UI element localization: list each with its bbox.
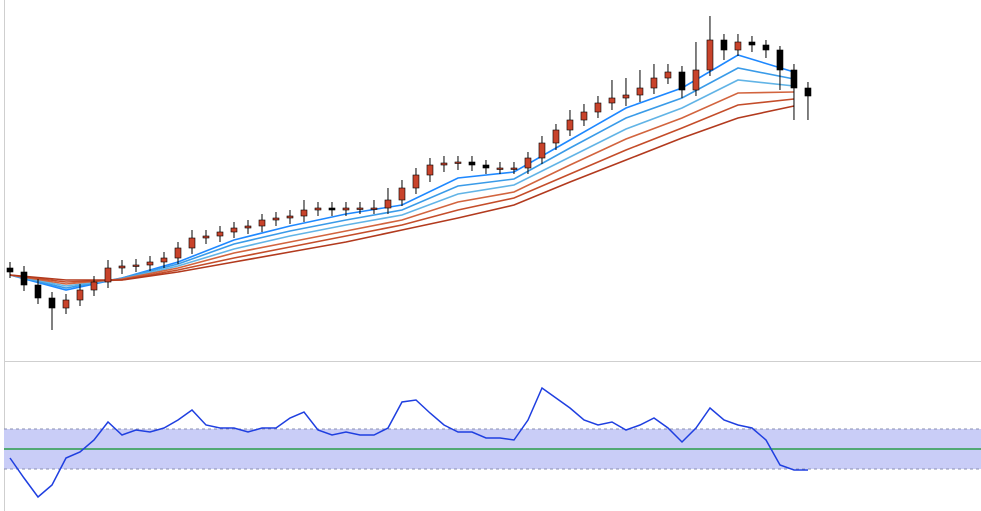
candle-body — [566, 119, 574, 131]
candle-body — [790, 69, 798, 89]
candle-body — [692, 69, 700, 91]
candle-body — [202, 235, 210, 239]
candle-body — [356, 207, 364, 210]
candle-body — [426, 164, 434, 176]
candle-body — [762, 44, 770, 51]
candle-body — [580, 111, 588, 121]
candle-body — [496, 167, 504, 170]
candle-body — [706, 39, 714, 71]
candle-body — [342, 207, 350, 211]
candle-body — [6, 267, 14, 273]
candle-body — [174, 247, 182, 259]
candle-body — [104, 267, 112, 283]
ribbon-line — [9, 67, 795, 289]
candle-body — [160, 257, 168, 263]
candle-body — [328, 207, 336, 211]
candle-body — [776, 49, 784, 71]
candle-body — [636, 87, 644, 96]
candle-body — [62, 299, 70, 309]
candle-body — [258, 219, 266, 227]
candle-body — [454, 161, 462, 164]
candle-body — [48, 297, 56, 309]
candle-body — [804, 87, 812, 97]
candle-body — [538, 142, 546, 159]
candle-body — [650, 77, 658, 89]
candle-body — [20, 271, 28, 286]
candle-body — [76, 289, 84, 301]
oscillator-line — [9, 386, 808, 499]
candle-body — [664, 71, 672, 79]
candle-body — [286, 215, 294, 219]
ribbon-line — [9, 105, 795, 281]
candle-body — [132, 264, 140, 267]
candle-body — [748, 41, 756, 46]
candle-body — [300, 209, 308, 217]
candle-body — [398, 187, 406, 201]
candle-body — [552, 129, 560, 144]
candle-body — [216, 231, 224, 237]
candle-body — [412, 174, 420, 189]
candle-body — [230, 227, 238, 233]
candle-body — [440, 162, 448, 166]
candle-body — [384, 199, 392, 209]
candle-body — [720, 39, 728, 51]
candle-body — [90, 281, 98, 291]
candle-body — [314, 207, 322, 211]
candle-body — [118, 265, 126, 269]
candle-body — [146, 261, 154, 266]
candle-body — [608, 97, 616, 104]
candle-body — [524, 157, 532, 169]
candle-body — [272, 217, 280, 221]
ribbon-line — [9, 91, 795, 285]
candle-body — [244, 225, 252, 229]
candle-body — [468, 161, 476, 166]
ribbon-line — [9, 54, 795, 291]
candle-body — [482, 164, 490, 169]
candle-body — [734, 41, 742, 51]
candle-body — [678, 71, 686, 91]
candle-body — [188, 237, 196, 249]
candle-body — [622, 94, 630, 99]
candle-body — [510, 167, 518, 170]
candle-body — [370, 207, 378, 210]
candle-body — [34, 284, 42, 299]
candle-body — [594, 102, 602, 113]
